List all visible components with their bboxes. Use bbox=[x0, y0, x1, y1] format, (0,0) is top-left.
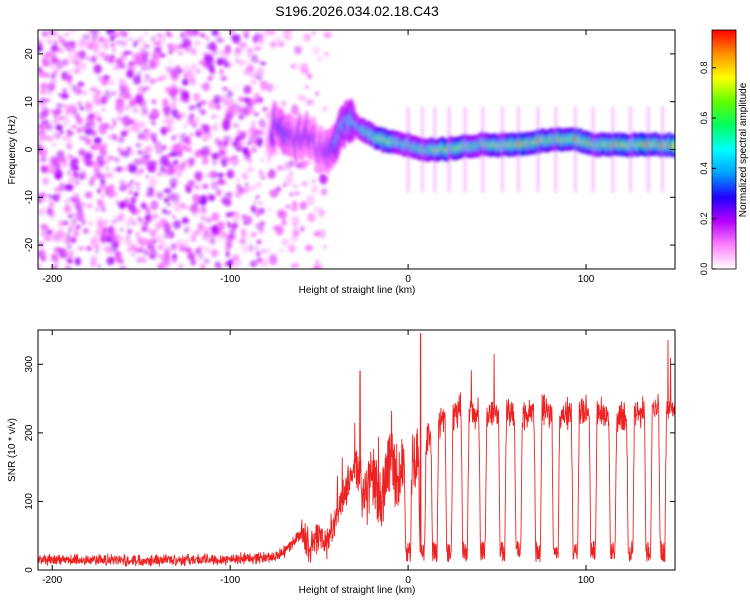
spectrogram-x-axis: -200 -100 0 100 bbox=[42, 30, 595, 285]
x-tick-label: 100 bbox=[578, 274, 595, 285]
x-tick-label: -200 bbox=[42, 575, 62, 586]
spectrogram-x-label: Height of straight line (km) bbox=[299, 285, 416, 296]
y-tick-label: 0 bbox=[24, 146, 35, 152]
colorbar-label: Normalized spectral amplitude bbox=[738, 82, 749, 217]
y-tick-label: 20 bbox=[24, 48, 35, 60]
spectrogram-y-axis: -20 -10 0 10 20 bbox=[24, 48, 675, 252]
snr-panel: -200 -100 0 100 0 100 200 300 Height of straig… bbox=[7, 329, 676, 596]
x-tick-label: 0 bbox=[405, 274, 411, 285]
x-tick-label: -100 bbox=[220, 274, 240, 285]
y-tick-label: 0 bbox=[24, 567, 35, 573]
y-tick-label: 200 bbox=[24, 424, 35, 441]
y-tick-label: 100 bbox=[24, 493, 35, 510]
colorbar: 0.0 0.2 0.4 0.6 0.8 Normalized spectral ampl… bbox=[699, 29, 749, 275]
ridge-band bbox=[262, 98, 675, 193]
colorbar-tick-label: 0.6 bbox=[699, 112, 709, 125]
spectrogram-y-label: Frequency (Hz) bbox=[7, 116, 18, 185]
spectrogram-image bbox=[38, 30, 675, 269]
y-tick-label: 300 bbox=[24, 356, 35, 373]
snr-y-axis: 0 100 200 300 bbox=[24, 356, 675, 573]
snr-series-line bbox=[38, 332, 675, 567]
colorbar-tick-label: 0.8 bbox=[699, 61, 709, 74]
x-tick-label: 0 bbox=[405, 575, 411, 586]
y-tick-label: -20 bbox=[24, 237, 35, 252]
snr-background bbox=[38, 330, 675, 570]
y-tick-label: 10 bbox=[24, 96, 35, 108]
colorbar-tick-label: 0.4 bbox=[699, 162, 709, 175]
x-tick-label: -100 bbox=[220, 575, 240, 586]
x-tick-label: 100 bbox=[578, 575, 595, 586]
colorbar-tick-label: 0.2 bbox=[699, 212, 709, 225]
y-tick-label: -10 bbox=[24, 190, 35, 205]
x-tick-label: -200 bbox=[42, 274, 62, 285]
colorbar-gradient bbox=[712, 30, 736, 269]
noise-speckle bbox=[38, 30, 332, 269]
snr-frame bbox=[37, 329, 676, 571]
snr-x-axis: -200 -100 0 100 bbox=[42, 330, 595, 586]
colorbar-axis: 0.0 0.2 0.4 0.6 0.8 bbox=[699, 61, 716, 275]
figure-title: S196.2026.034.02.18.C43 bbox=[275, 3, 439, 19]
colorbar-frame bbox=[711, 29, 737, 270]
snr-y-label: SNR (10 * v/v) bbox=[7, 418, 18, 482]
colorbar-tick-label: 0.0 bbox=[699, 263, 709, 276]
snr-x-label: Height of straight line (km) bbox=[299, 585, 416, 596]
